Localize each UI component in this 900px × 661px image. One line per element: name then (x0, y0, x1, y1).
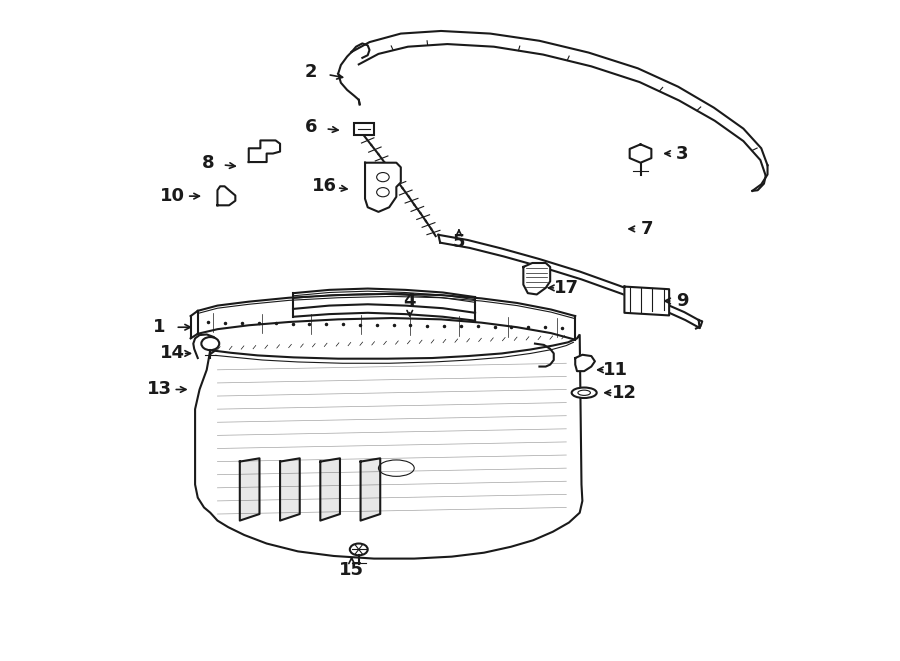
Text: 4: 4 (403, 292, 416, 310)
Circle shape (202, 337, 220, 350)
Text: 13: 13 (147, 381, 172, 399)
Polygon shape (575, 355, 595, 371)
Text: 10: 10 (160, 187, 185, 205)
Text: 5: 5 (453, 233, 465, 251)
Polygon shape (248, 140, 280, 162)
Polygon shape (630, 144, 652, 163)
Polygon shape (239, 458, 259, 521)
Polygon shape (218, 186, 235, 206)
Ellipse shape (572, 387, 597, 398)
Polygon shape (361, 458, 380, 521)
Text: 14: 14 (160, 344, 185, 362)
Text: 2: 2 (305, 63, 318, 81)
Text: 3: 3 (676, 145, 688, 163)
Text: 15: 15 (339, 561, 365, 579)
Text: 9: 9 (676, 292, 688, 310)
Text: 1: 1 (153, 318, 166, 336)
Polygon shape (195, 334, 582, 559)
Polygon shape (625, 287, 669, 315)
Text: 8: 8 (202, 155, 215, 173)
Polygon shape (523, 263, 550, 294)
Polygon shape (320, 458, 340, 521)
Bar (355, 123, 374, 135)
Polygon shape (365, 163, 400, 212)
Text: 17: 17 (554, 279, 579, 297)
Text: 6: 6 (305, 118, 318, 136)
Polygon shape (280, 458, 300, 521)
Text: 7: 7 (641, 220, 653, 238)
Ellipse shape (350, 543, 368, 555)
Text: 11: 11 (603, 361, 628, 379)
Text: 12: 12 (612, 384, 637, 402)
Text: 16: 16 (312, 177, 338, 195)
